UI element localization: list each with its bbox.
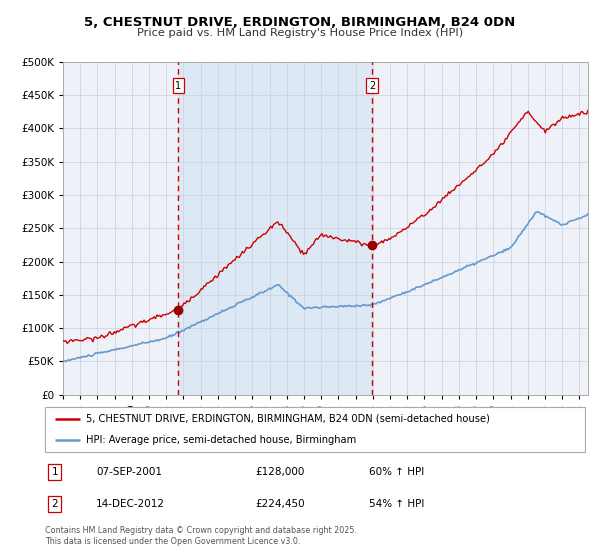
Text: 2: 2 — [369, 81, 375, 91]
Text: 1: 1 — [175, 81, 181, 91]
Text: 60% ↑ HPI: 60% ↑ HPI — [369, 467, 424, 477]
Text: 5, CHESTNUT DRIVE, ERDINGTON, BIRMINGHAM, B24 0DN: 5, CHESTNUT DRIVE, ERDINGTON, BIRMINGHAM… — [85, 16, 515, 29]
Text: 54% ↑ HPI: 54% ↑ HPI — [369, 499, 424, 509]
FancyBboxPatch shape — [45, 407, 585, 452]
Text: Contains HM Land Registry data © Crown copyright and database right 2025.
This d: Contains HM Land Registry data © Crown c… — [45, 526, 357, 546]
Text: HPI: Average price, semi-detached house, Birmingham: HPI: Average price, semi-detached house,… — [86, 435, 356, 445]
Text: 1: 1 — [52, 467, 58, 477]
Text: £128,000: £128,000 — [256, 467, 305, 477]
Text: 5, CHESTNUT DRIVE, ERDINGTON, BIRMINGHAM, B24 0DN (semi-detached house): 5, CHESTNUT DRIVE, ERDINGTON, BIRMINGHAM… — [86, 414, 490, 424]
Text: 2: 2 — [52, 499, 58, 509]
Bar — [178, 62, 372, 395]
Text: 14-DEC-2012: 14-DEC-2012 — [96, 499, 166, 509]
Text: 07-SEP-2001: 07-SEP-2001 — [96, 467, 162, 477]
Text: Price paid vs. HM Land Registry's House Price Index (HPI): Price paid vs. HM Land Registry's House … — [137, 28, 463, 38]
Text: £224,450: £224,450 — [256, 499, 305, 509]
